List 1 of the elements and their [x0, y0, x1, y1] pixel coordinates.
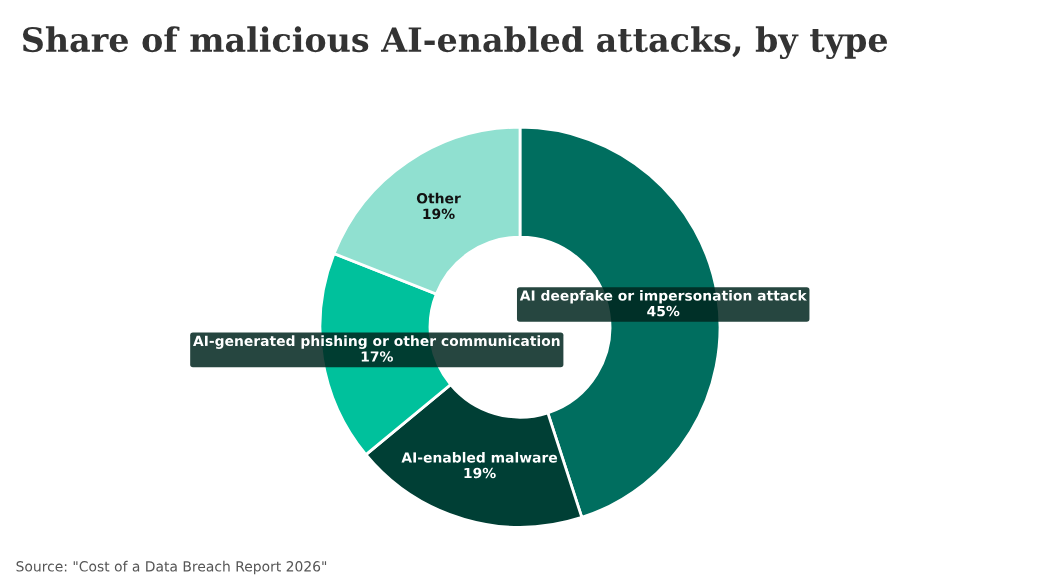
- chart-title: Share of malicious AI-enabled attacks, by type: [23, 26, 888, 60]
